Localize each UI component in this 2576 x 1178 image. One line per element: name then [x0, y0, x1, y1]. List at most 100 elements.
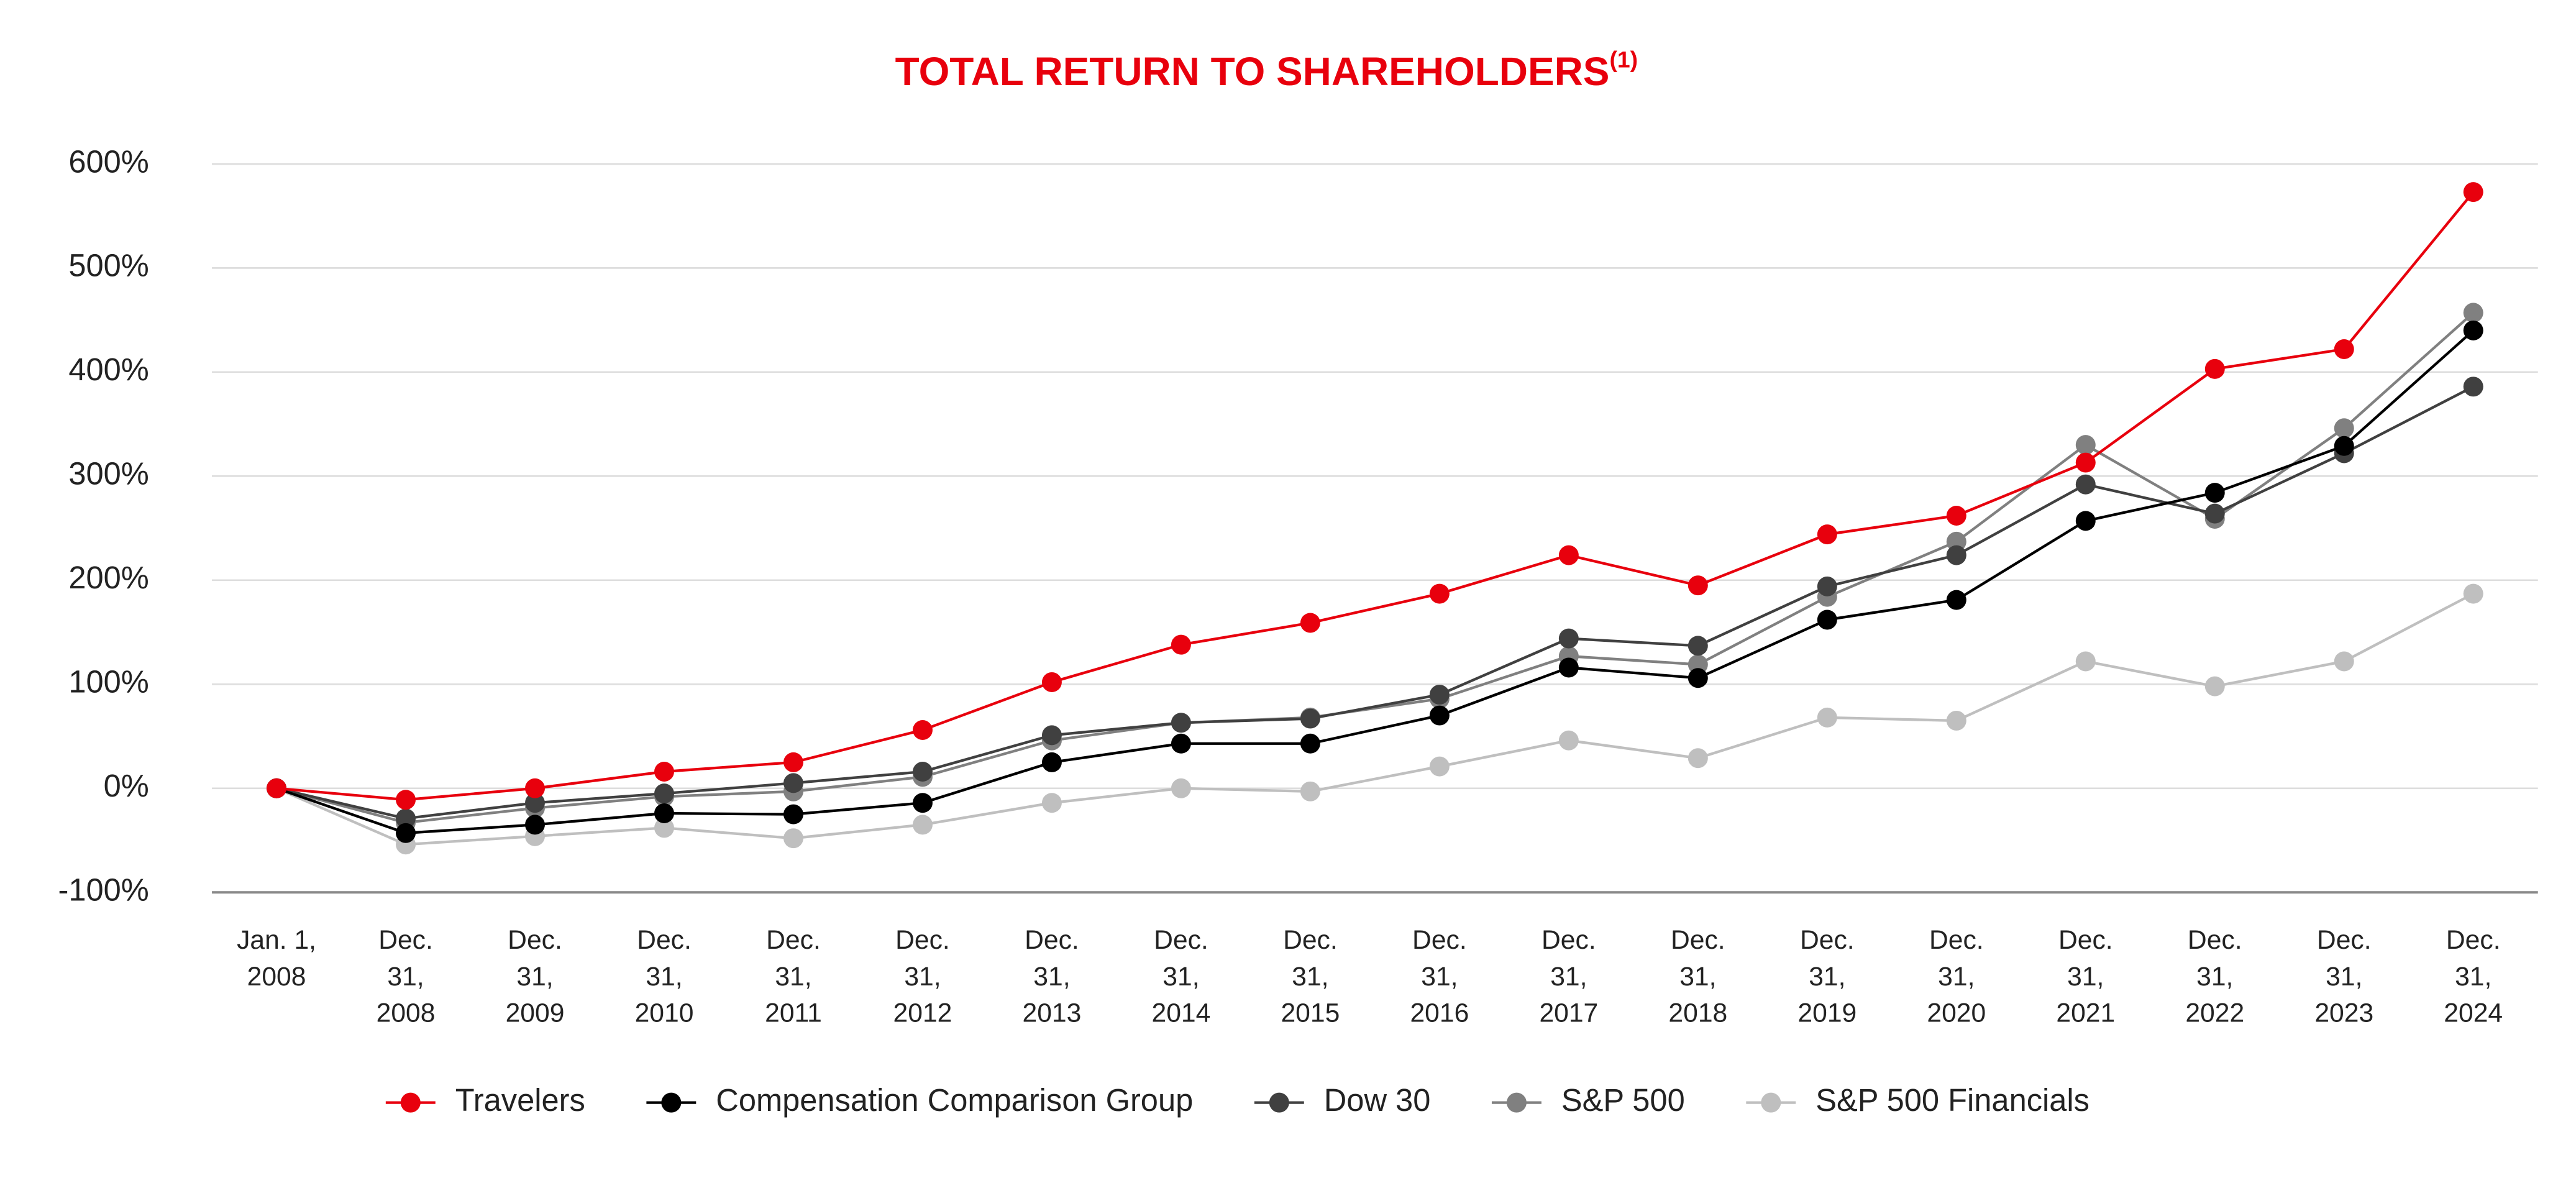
y-tick-label: 600% [68, 144, 148, 179]
data-point [2463, 182, 2483, 203]
x-tick-label: Dec. 31, 2011 [765, 925, 822, 1028]
x-tick-label: Dec. 31, 2022 [2185, 925, 2244, 1028]
data-point [654, 783, 674, 804]
data-point [2463, 320, 2483, 340]
data-point [1558, 545, 1579, 565]
legend-marker [400, 1092, 421, 1113]
legend-label: Compensation Comparison Group [716, 1082, 1193, 1118]
x-tick-label: Dec. 31, 2012 [893, 925, 952, 1028]
legend-label: Dow 30 [1324, 1082, 1431, 1118]
x-tick-label: Dec. 31, 2016 [1410, 925, 1469, 1028]
data-point [912, 815, 933, 835]
data-point [1041, 672, 1062, 692]
data-point [1558, 657, 1579, 678]
data-point [783, 773, 803, 793]
data-point [2334, 339, 2354, 359]
data-point [1558, 730, 1579, 751]
series-line [276, 191, 2475, 801]
data-point [1429, 685, 1450, 705]
data-point [1429, 583, 1450, 604]
data-point [1688, 748, 1708, 769]
data-point [1688, 575, 1708, 596]
legend-marker [1761, 1092, 1781, 1113]
x-tick-label: Dec. 31, 2013 [1023, 925, 1082, 1028]
legend-label: S&P 500 Financials [1816, 1082, 2090, 1118]
data-point [912, 720, 933, 740]
data-point [1041, 752, 1062, 772]
legend-label: Travelers [455, 1082, 585, 1118]
x-tick-label: Dec. 31, 2021 [2056, 925, 2115, 1028]
data-point [1300, 708, 1320, 729]
x-tick-label: Dec. 31, 2023 [2314, 925, 2373, 1028]
data-point [2204, 358, 2225, 379]
data-point [267, 778, 287, 798]
legend-marker [1506, 1092, 1527, 1113]
series-line [276, 311, 2475, 824]
data-point [783, 828, 803, 849]
data-point [1429, 756, 1450, 777]
x-tick-label: Dec. 31, 2019 [1797, 925, 1857, 1028]
y-tick-label: 500% [68, 248, 148, 283]
data-point [396, 823, 416, 843]
data-point [1817, 524, 1837, 545]
title-text: TOTAL RETURN TO SHAREHOLDERS [895, 49, 1610, 94]
x-tick-label: Dec. 31, 2024 [2444, 925, 2503, 1028]
data-point [2463, 583, 2483, 604]
legend-marker [661, 1092, 682, 1113]
data-point [1558, 628, 1579, 649]
data-point [654, 803, 674, 823]
data-point [1946, 590, 1966, 610]
x-tick-label: Dec. 31, 2008 [377, 925, 436, 1028]
data-point [1041, 793, 1062, 813]
data-point [1171, 778, 1191, 798]
data-point [1817, 707, 1837, 728]
data-point [1817, 576, 1837, 596]
data-point [912, 793, 933, 813]
data-point [2204, 503, 2225, 524]
x-tick-label: Dec. 31, 2009 [506, 925, 565, 1028]
data-point [783, 804, 803, 824]
legend-label: S&P 500 [1561, 1082, 1685, 1118]
y-tick-label: 400% [68, 352, 148, 387]
data-point [654, 818, 674, 838]
data-point [2204, 483, 2225, 503]
data-point [1171, 713, 1191, 733]
data-point [912, 762, 933, 782]
legend-marker [1269, 1092, 1289, 1113]
data-point [1429, 705, 1450, 726]
data-point [525, 793, 545, 813]
x-tick-label: Dec. 31, 2018 [1668, 925, 1727, 1028]
y-tick-label: 0% [104, 768, 149, 803]
data-point [1946, 710, 1966, 731]
data-point [1171, 634, 1191, 655]
data-point [1300, 613, 1320, 633]
data-point [2463, 377, 2483, 397]
data-point [654, 762, 674, 782]
y-tick-label: 200% [68, 560, 148, 595]
data-point [1300, 733, 1320, 754]
data-point [525, 815, 545, 835]
data-point [2204, 676, 2225, 696]
data-point [1041, 725, 1062, 746]
data-point [1817, 610, 1837, 630]
x-tick-label: Dec. 31, 2014 [1152, 925, 1211, 1028]
series-line [276, 385, 2474, 820]
data-point [2334, 651, 2354, 672]
y-tick-label: -100% [58, 872, 149, 908]
x-tick-label: Jan. 1, 2008 [237, 925, 316, 992]
data-point [2075, 651, 2096, 672]
data-point [783, 752, 803, 772]
data-point [2075, 474, 2096, 495]
data-point [2334, 418, 2354, 439]
data-point [1946, 505, 1966, 526]
x-tick-label: Dec. 31, 2020 [1927, 925, 1986, 1028]
data-point [1946, 545, 1966, 565]
data-point [2334, 436, 2354, 456]
data-point [396, 790, 416, 810]
data-point [2075, 452, 2096, 473]
data-point [2075, 511, 2096, 531]
series-line [276, 329, 2475, 834]
data-point [525, 778, 545, 798]
